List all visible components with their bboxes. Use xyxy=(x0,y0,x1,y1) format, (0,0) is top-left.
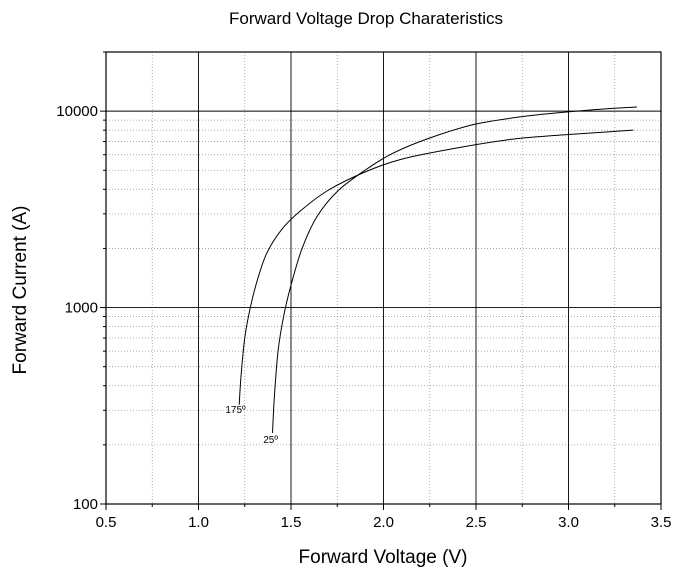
x-tick-label: 1.0 xyxy=(188,514,209,531)
curve-label-1: 25º xyxy=(263,435,278,446)
x-tick-label: 2.0 xyxy=(373,514,394,531)
y-axis-label: Forward Current (A) xyxy=(10,206,31,375)
tick-labels: 0.5 1.0 1.5 2.0 2.5 3.0 3.5 100 1000 10000 xyxy=(56,103,671,531)
curve-label-0: 175º xyxy=(225,405,246,416)
series-line-1 xyxy=(272,106,637,433)
x-tick-label: 3.5 xyxy=(651,514,672,531)
x-tick-label: 1.5 xyxy=(281,514,302,531)
x-tick-label: 2.5 xyxy=(466,514,487,531)
y-tick-label: 10000 xyxy=(56,103,98,120)
x-axis-label: Forward Voltage (V) xyxy=(299,547,468,568)
grid-major xyxy=(106,52,661,504)
x-tick-label: 0.5 xyxy=(96,514,117,531)
y-tick-label: 1000 xyxy=(65,300,98,317)
x-tick-label: 3.0 xyxy=(558,514,579,531)
y-tick-label: 100 xyxy=(73,496,98,513)
chart-title: Forward Voltage Drop Charateristics xyxy=(229,9,503,28)
series-line-0 xyxy=(238,129,634,405)
ticks xyxy=(100,51,662,510)
curves xyxy=(238,106,637,433)
annotations: 175º 25º xyxy=(225,405,278,446)
